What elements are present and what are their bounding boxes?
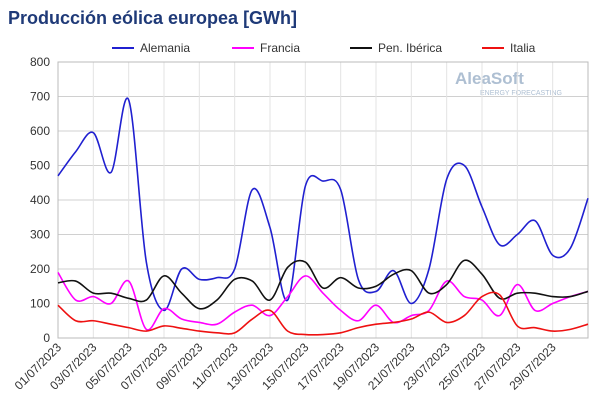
y-tick-label: 300 [30,228,50,242]
legend-label: Italia [510,41,536,55]
series-line [57,291,589,336]
chart-title: Producción eólica europea [GWh] [8,8,297,28]
y-tick-label: 600 [30,124,50,138]
watermark-tagline: ENERGY FORECASTING [480,90,562,97]
y-tick-label: 0 [43,331,50,345]
y-tick-label: 400 [30,193,50,207]
legend-label: Alemania [140,41,190,55]
legend-label: Pen. Ibérica [378,41,442,55]
y-tick-label: 500 [30,159,50,173]
series-line [57,272,589,331]
y-tick-label: 700 [30,90,50,104]
y-tick-label: 800 [30,55,50,69]
y-tick-label: 100 [30,297,50,311]
watermark-brand: AleaSoft [455,69,524,88]
series-line [57,259,589,310]
series-line [57,97,589,312]
y-tick-label: 200 [30,262,50,276]
legend-label: Francia [260,41,300,55]
